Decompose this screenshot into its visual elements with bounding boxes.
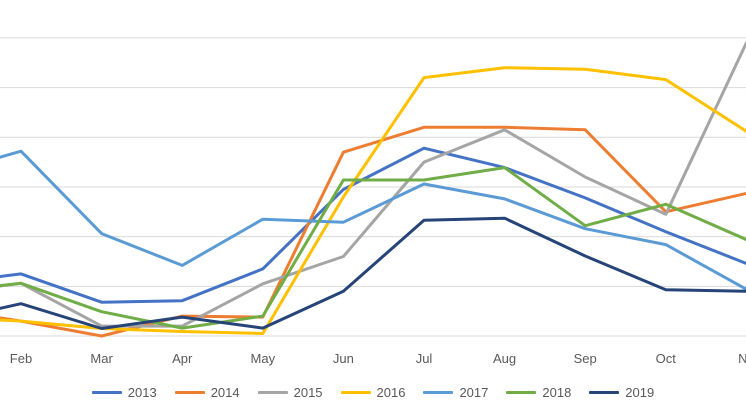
- legend-item-2013: 2013: [91, 384, 157, 400]
- legend-label: 2013: [127, 384, 157, 400]
- legend-label: 2015: [293, 384, 323, 400]
- legend-label: 2017: [459, 384, 489, 400]
- series-line-2016: [0, 66, 746, 335]
- legend-item-2019: 2019: [589, 385, 654, 400]
- gridlines: [0, 37, 746, 337]
- legend-item-2014: 2014: [174, 384, 240, 400]
- legend-swatch: [174, 390, 205, 394]
- series-line-2017: [0, 149, 746, 291]
- legend: 2013 2014 2015 2016 2017 2018 2019: [0, 381, 746, 403]
- legend-label: 2016: [376, 384, 406, 400]
- x-tick-label: Jun: [333, 351, 354, 366]
- legend-swatch: [589, 390, 620, 394]
- legend-swatch: [257, 390, 288, 394]
- legend-item-2017: 2017: [423, 385, 488, 400]
- legend-label: 2018: [542, 384, 572, 400]
- legend-swatch: [506, 390, 537, 394]
- legend-swatch: [340, 390, 371, 394]
- legend-swatch: [423, 390, 454, 394]
- legend-item-2018: 2018: [506, 385, 571, 400]
- x-axis-tick-labels: Feb Mar Apr May Jun Jul Aug Sep Oct No: [10, 351, 746, 366]
- x-tick-label: Sep: [574, 351, 597, 366]
- series-line-2015: [0, 41, 746, 328]
- series-lines: [0, 41, 746, 338]
- x-tick-label: Jul: [416, 351, 433, 366]
- series-line-2013: [0, 146, 746, 304]
- legend-label: 2014: [210, 384, 240, 400]
- x-tick-label: Feb: [10, 351, 32, 366]
- x-tick-label: Aug: [493, 351, 516, 366]
- series-line-2014: [0, 125, 746, 338]
- x-tick-label: Apr: [172, 351, 193, 366]
- legend-item-2016: 2016: [340, 384, 406, 400]
- series-line-2019: [0, 216, 746, 330]
- x-tick-label: No: [738, 351, 746, 366]
- legend-label: 2019: [625, 384, 655, 400]
- x-tick-label: May: [251, 351, 276, 366]
- legend-item-2015: 2015: [257, 384, 323, 400]
- series-line-2018: [0, 166, 746, 330]
- x-tick-label: Mar: [90, 351, 113, 366]
- legend-swatch: [91, 390, 122, 394]
- x-tick-label: Oct: [656, 351, 677, 366]
